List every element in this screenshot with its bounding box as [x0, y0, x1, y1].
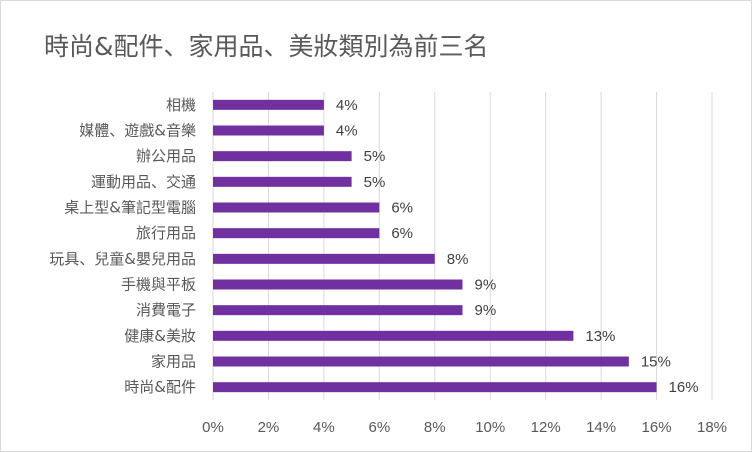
- bar-2: [213, 151, 352, 162]
- bar-11: [213, 382, 657, 393]
- category-label: 運動用品、交通: [91, 173, 196, 191]
- category-label: 消費電子: [136, 301, 196, 319]
- value-label: 15%: [641, 354, 671, 371]
- value-label: 5%: [364, 148, 386, 165]
- value-label: 6%: [391, 200, 413, 217]
- bar-7: [213, 279, 463, 290]
- x-tick-label: 2%: [258, 419, 280, 436]
- category-label: 媒體、遊戲&音樂: [79, 122, 196, 140]
- category-labels: 相機媒體、遊戲&音樂辦公用品運動用品、交通桌上型&筆記型電腦旅行用品玩具、兒童&…: [49, 96, 196, 396]
- x-tick-label: 16%: [642, 419, 672, 436]
- category-label: 健康&美妝: [124, 327, 196, 345]
- x-tick-label: 18%: [697, 419, 727, 436]
- bar-3: [213, 176, 352, 187]
- chart-title: 時尚&配件、家用品、美妝類別為前三名: [44, 32, 489, 61]
- x-tick-label: 0%: [202, 419, 224, 436]
- bar-1: [213, 125, 324, 136]
- value-label: 5%: [364, 174, 386, 191]
- category-label: 桌上型&筆記型電腦: [64, 199, 196, 217]
- category-label: 手機與平板: [121, 276, 196, 294]
- x-tick-label: 8%: [424, 419, 446, 436]
- value-label: 16%: [669, 379, 699, 396]
- category-label: 家用品: [151, 353, 196, 371]
- value-label: 9%: [475, 302, 497, 319]
- bar-9: [213, 330, 574, 341]
- bar-8: [213, 305, 463, 316]
- category-label: 辦公用品: [136, 147, 196, 165]
- x-tick-label: 14%: [586, 419, 616, 436]
- value-label: 8%: [447, 251, 469, 268]
- x-tick-label: 12%: [531, 419, 561, 436]
- bar-5: [213, 228, 380, 239]
- value-label: 6%: [391, 225, 413, 242]
- x-tick-label: 6%: [368, 419, 390, 436]
- value-label: 4%: [336, 97, 358, 114]
- bar-6: [213, 253, 435, 264]
- x-tick-labels: 0% 2% 4% 6% 8% 10% 12% 14% 16% 18%: [202, 419, 727, 436]
- x-tick-label: 10%: [475, 419, 505, 436]
- bar-4: [213, 202, 380, 213]
- bar-0: [213, 99, 324, 110]
- value-label: 13%: [585, 328, 615, 345]
- value-label: 9%: [475, 277, 497, 294]
- value-label: 4%: [336, 123, 358, 140]
- bars: [213, 99, 657, 393]
- category-label: 旅行用品: [136, 224, 196, 242]
- x-tick-label: 4%: [313, 419, 335, 436]
- grid-lines: [212, 92, 713, 400]
- category-label: 玩具、兒童&嬰兒用品: [49, 250, 196, 268]
- value-labels: 4% 4% 5% 5% 6% 6% 8% 9% 9% 13% 15% 16%: [336, 97, 699, 396]
- category-label: 時尚&配件: [124, 378, 196, 396]
- category-label: 相機: [166, 96, 196, 114]
- bar-10: [213, 356, 629, 367]
